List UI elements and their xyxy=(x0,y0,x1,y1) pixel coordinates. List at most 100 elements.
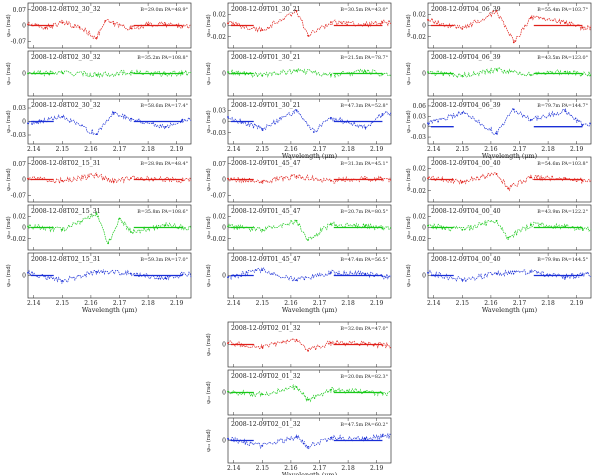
data-point xyxy=(78,26,81,29)
panel-date-label: 2008-12-09T04_00_40 xyxy=(431,160,501,167)
series-line-red xyxy=(227,337,392,352)
data-point xyxy=(512,41,515,44)
y-tick-label: -0.02 xyxy=(411,236,427,243)
x-tick-label: 2.18 xyxy=(141,300,155,307)
y-tick-label: 0 xyxy=(422,23,426,30)
x-tick-label: 2.16 xyxy=(484,300,498,307)
data-point xyxy=(227,390,229,393)
data-point xyxy=(364,272,367,275)
x-tick-label: 2.16 xyxy=(84,300,98,307)
y-tick-label: -0.02 xyxy=(411,188,427,195)
data-point xyxy=(130,272,132,275)
series-line-red xyxy=(27,19,191,41)
y-tick-label: -0.07 xyxy=(11,192,27,199)
panel-baseline-info: B=79.9m PA=144.5° xyxy=(537,257,588,263)
panel-baseline-info: B=21.5m PA=78.7° xyxy=(340,55,388,61)
data-point xyxy=(27,72,29,75)
y-tick-label: 0 xyxy=(222,390,226,397)
data-point xyxy=(107,242,109,245)
x-tick-label: 2.18 xyxy=(341,465,355,472)
data-point xyxy=(164,224,167,227)
x-tick-label: 2.14 xyxy=(27,146,41,153)
y-axis-label: φ₂₃ (rad) xyxy=(5,14,12,36)
data-point xyxy=(495,10,498,12)
data-point xyxy=(427,71,429,73)
y-tick-label: 0.07 xyxy=(213,161,227,168)
data-point xyxy=(227,71,229,73)
panel-baseline-info: B=58.6m PA=17.4° xyxy=(140,103,188,109)
data-point xyxy=(227,177,229,180)
data-point xyxy=(495,132,498,135)
data-point xyxy=(295,279,298,281)
x-tick-label: 2.18 xyxy=(541,146,555,153)
data-point xyxy=(261,393,264,396)
data-point xyxy=(512,108,515,111)
x-tick-label: 2.19 xyxy=(570,300,584,307)
x-tick-label: 2.14 xyxy=(427,300,441,307)
data-point xyxy=(461,180,464,183)
series-line-green xyxy=(27,211,192,243)
data-point xyxy=(95,174,98,176)
data-point xyxy=(27,23,29,26)
data-point xyxy=(261,128,264,130)
x-tick-label: 2.16 xyxy=(284,465,298,472)
data-point xyxy=(227,437,229,440)
panel-baseline-info: B=43.5m PA=123.0° xyxy=(537,55,588,61)
y-tick-label: 0.02 xyxy=(413,11,427,18)
panel-baseline-info: B=47.5m PA=60.2° xyxy=(340,422,388,428)
y-axis-label: φ₁₃ (rad) xyxy=(405,110,412,132)
data-point xyxy=(461,228,464,231)
x-tick-label: 2.14 xyxy=(227,146,241,153)
series-line-blue xyxy=(427,268,592,284)
series-line-red xyxy=(227,9,392,38)
x-tick-label: 2.16 xyxy=(284,300,298,307)
x-tick-label: 2.19 xyxy=(170,146,184,153)
data-point xyxy=(581,124,584,126)
panel-date-label: 2008-12-09T01_30_21 xyxy=(231,6,301,13)
x-tick-label: 2.15 xyxy=(256,300,270,307)
data-point xyxy=(181,118,184,121)
panel-date-label: 2008-12-08T02_30_32 xyxy=(31,102,101,109)
x-axis-label: Wavelength (μm) xyxy=(282,152,337,160)
panel-baseline-info: B=32.0m PA=47.0° xyxy=(340,326,388,332)
data-point xyxy=(427,271,429,274)
data-point xyxy=(112,111,115,114)
data-point xyxy=(381,435,384,437)
data-point xyxy=(307,239,309,241)
x-tick-label: 2.17 xyxy=(113,300,127,307)
data-point xyxy=(364,126,367,129)
y-tick-label: 0.03 xyxy=(213,107,227,114)
x-tick-label: 2.17 xyxy=(513,146,527,153)
x-tick-label: 2.18 xyxy=(341,300,355,307)
data-point xyxy=(27,271,29,274)
data-point xyxy=(307,349,309,352)
x-tick-label: 2.17 xyxy=(313,146,327,153)
y-axis-label: φ₁₂ (rad) xyxy=(405,62,412,84)
panel-baseline-info: B=20.0m PA=82.3° xyxy=(340,374,388,380)
data-point xyxy=(95,271,98,273)
data-point xyxy=(427,177,429,180)
panel-7-1: 0 φ₂₃ (rad) 2008-12-09T02_01_32 B=32.0m PA=… xyxy=(205,321,392,368)
data-point xyxy=(530,118,532,121)
panel-baseline-info: B=30.5m PA=43.0° xyxy=(340,7,388,13)
data-point xyxy=(295,219,298,222)
x-tick-label: 2.18 xyxy=(341,146,355,153)
y-tick-label: 0 xyxy=(222,342,226,349)
data-point xyxy=(295,436,298,438)
y-tick-label: 0.07 xyxy=(13,7,27,14)
data-point xyxy=(427,122,429,125)
data-point xyxy=(164,277,167,280)
data-point xyxy=(364,437,367,440)
data-point xyxy=(261,346,264,349)
data-point xyxy=(164,126,167,128)
data-point xyxy=(461,279,464,281)
data-point xyxy=(44,26,47,29)
y-tick-label: -0.03 xyxy=(211,130,227,137)
data-point xyxy=(381,113,384,115)
panel-baseline-info: B=59.3m PA=17.0° xyxy=(140,257,188,263)
panel-7-3: 0 φ₁₃ (rad) 2008-12-09T02_01_32 B=47.5m PA=… xyxy=(205,417,392,475)
y-axis-label: φ₁₃ (rad) xyxy=(5,110,12,132)
